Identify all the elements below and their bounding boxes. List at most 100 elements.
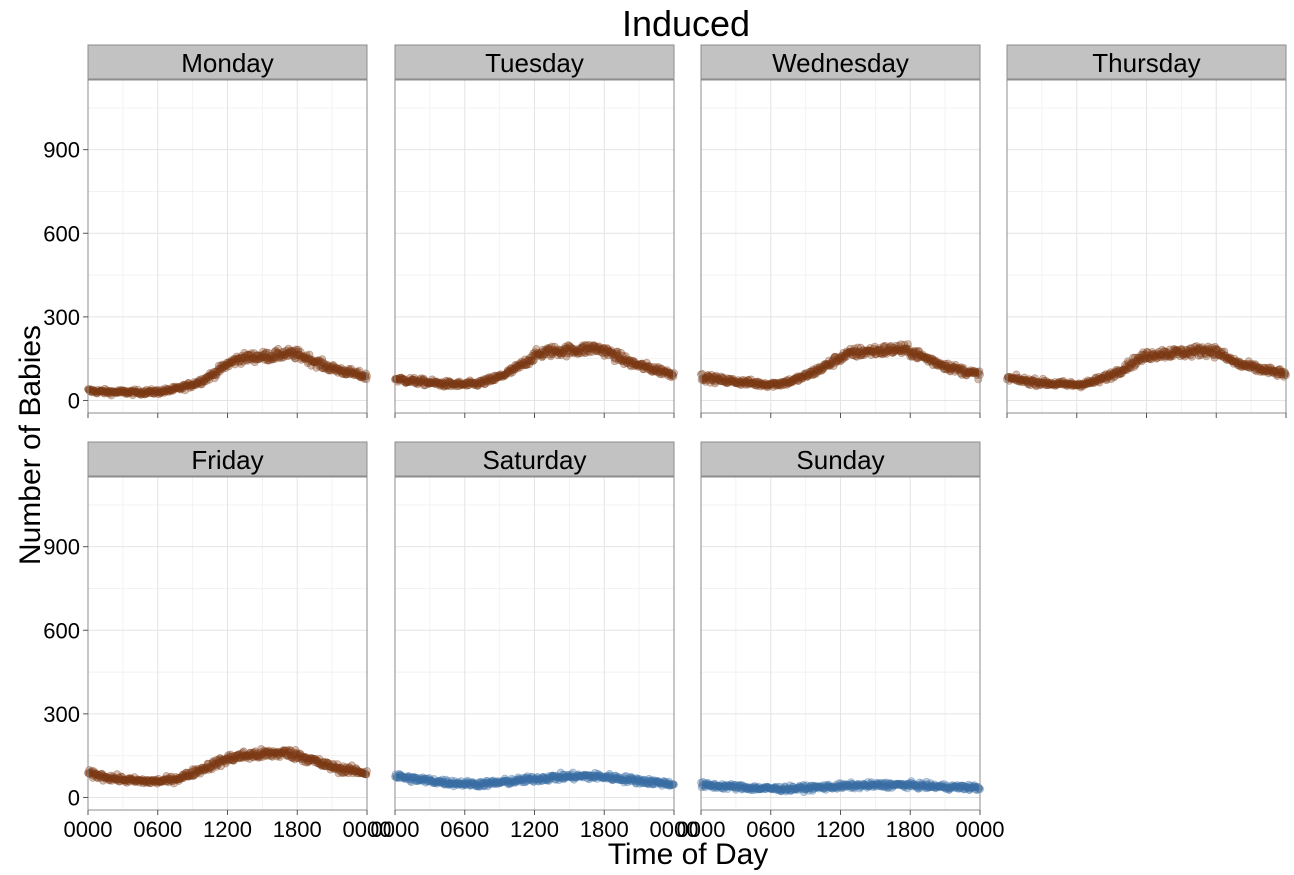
data-point [189, 380, 198, 389]
data-point [301, 355, 310, 364]
data-point [206, 371, 215, 380]
data-point [300, 353, 309, 362]
data-point [210, 374, 219, 383]
data-point [185, 383, 194, 392]
data-point [259, 347, 267, 356]
data-point [404, 378, 413, 386]
facet-label: Wednesday [772, 48, 909, 78]
data-point [115, 388, 124, 397]
data-point [103, 387, 112, 396]
data-point [413, 380, 422, 389]
data-point [462, 381, 471, 390]
data-point [436, 381, 445, 390]
data-point [182, 381, 191, 390]
data-point [400, 375, 409, 384]
data-point [355, 366, 364, 375]
data-point [240, 348, 249, 357]
data-point [268, 355, 277, 364]
data-point [491, 376, 499, 385]
data-point [349, 369, 357, 377]
x-tick-label: 0000 [956, 817, 1005, 842]
data-point [146, 387, 155, 396]
data-point [332, 363, 341, 372]
data-point [211, 367, 220, 376]
data-point [122, 389, 131, 398]
data-point [277, 351, 285, 360]
data-point [188, 380, 197, 389]
data-point [119, 388, 128, 397]
data-point [125, 387, 134, 396]
data-point [126, 388, 135, 397]
data-point [188, 383, 196, 392]
points-monday [84, 344, 371, 400]
data-point [338, 367, 347, 375]
data-point [125, 389, 134, 398]
data-point [185, 380, 193, 389]
data-point [247, 355, 256, 364]
data-point [434, 379, 442, 387]
data-point [332, 366, 341, 375]
data-point [276, 350, 285, 359]
data-point [430, 379, 439, 388]
panel-thursday: Thursday [1003, 44, 1290, 418]
data-point [167, 386, 176, 394]
data-point [500, 372, 509, 380]
data-point [157, 385, 166, 394]
data-point [159, 387, 168, 396]
data-point [174, 383, 182, 391]
y-tick-label: 600 [43, 221, 80, 246]
data-point [256, 353, 265, 362]
data-point [354, 371, 363, 380]
data-point [85, 385, 94, 394]
data-point [186, 381, 195, 390]
data-point [360, 374, 368, 383]
data-point [281, 350, 289, 359]
data-point [159, 386, 167, 395]
y-tick-label: 900 [43, 535, 80, 560]
y-tick-label: 300 [43, 305, 80, 330]
data-point [179, 382, 188, 391]
facet-strip [87, 44, 368, 80]
data-point [289, 352, 298, 360]
data-point [102, 387, 110, 396]
data-point [256, 351, 264, 360]
data-point [268, 355, 277, 364]
facet-label: Monday [181, 48, 274, 78]
data-point [254, 351, 263, 360]
data-point [283, 349, 292, 357]
data-point [227, 356, 236, 364]
data-point [286, 346, 295, 355]
data-point [449, 380, 457, 388]
data-point [260, 355, 269, 364]
data-point [213, 367, 221, 376]
data-point [302, 354, 310, 363]
data-point [191, 381, 200, 389]
data-point [248, 354, 257, 362]
data-point [487, 373, 496, 381]
data-point [470, 381, 479, 389]
data-point [278, 348, 287, 356]
data-point [193, 378, 202, 387]
data-point [468, 378, 477, 387]
data-point [415, 375, 424, 384]
data-point [257, 354, 266, 362]
data-point [294, 345, 303, 354]
data-point [495, 371, 504, 379]
data-point [189, 381, 198, 390]
data-point [207, 371, 216, 380]
data-point [310, 358, 318, 367]
data-point [179, 380, 188, 389]
data-point [251, 355, 260, 364]
data-point [106, 389, 115, 398]
data-point [95, 387, 104, 396]
x-axis [1006, 413, 1287, 418]
data-point [161, 384, 170, 393]
data-point [261, 349, 270, 358]
data-point [419, 374, 428, 383]
data-point [145, 389, 154, 398]
data-point [129, 387, 138, 396]
data-point [416, 377, 424, 386]
data-point [121, 389, 130, 398]
data-point [142, 385, 151, 394]
data-point [436, 381, 445, 390]
